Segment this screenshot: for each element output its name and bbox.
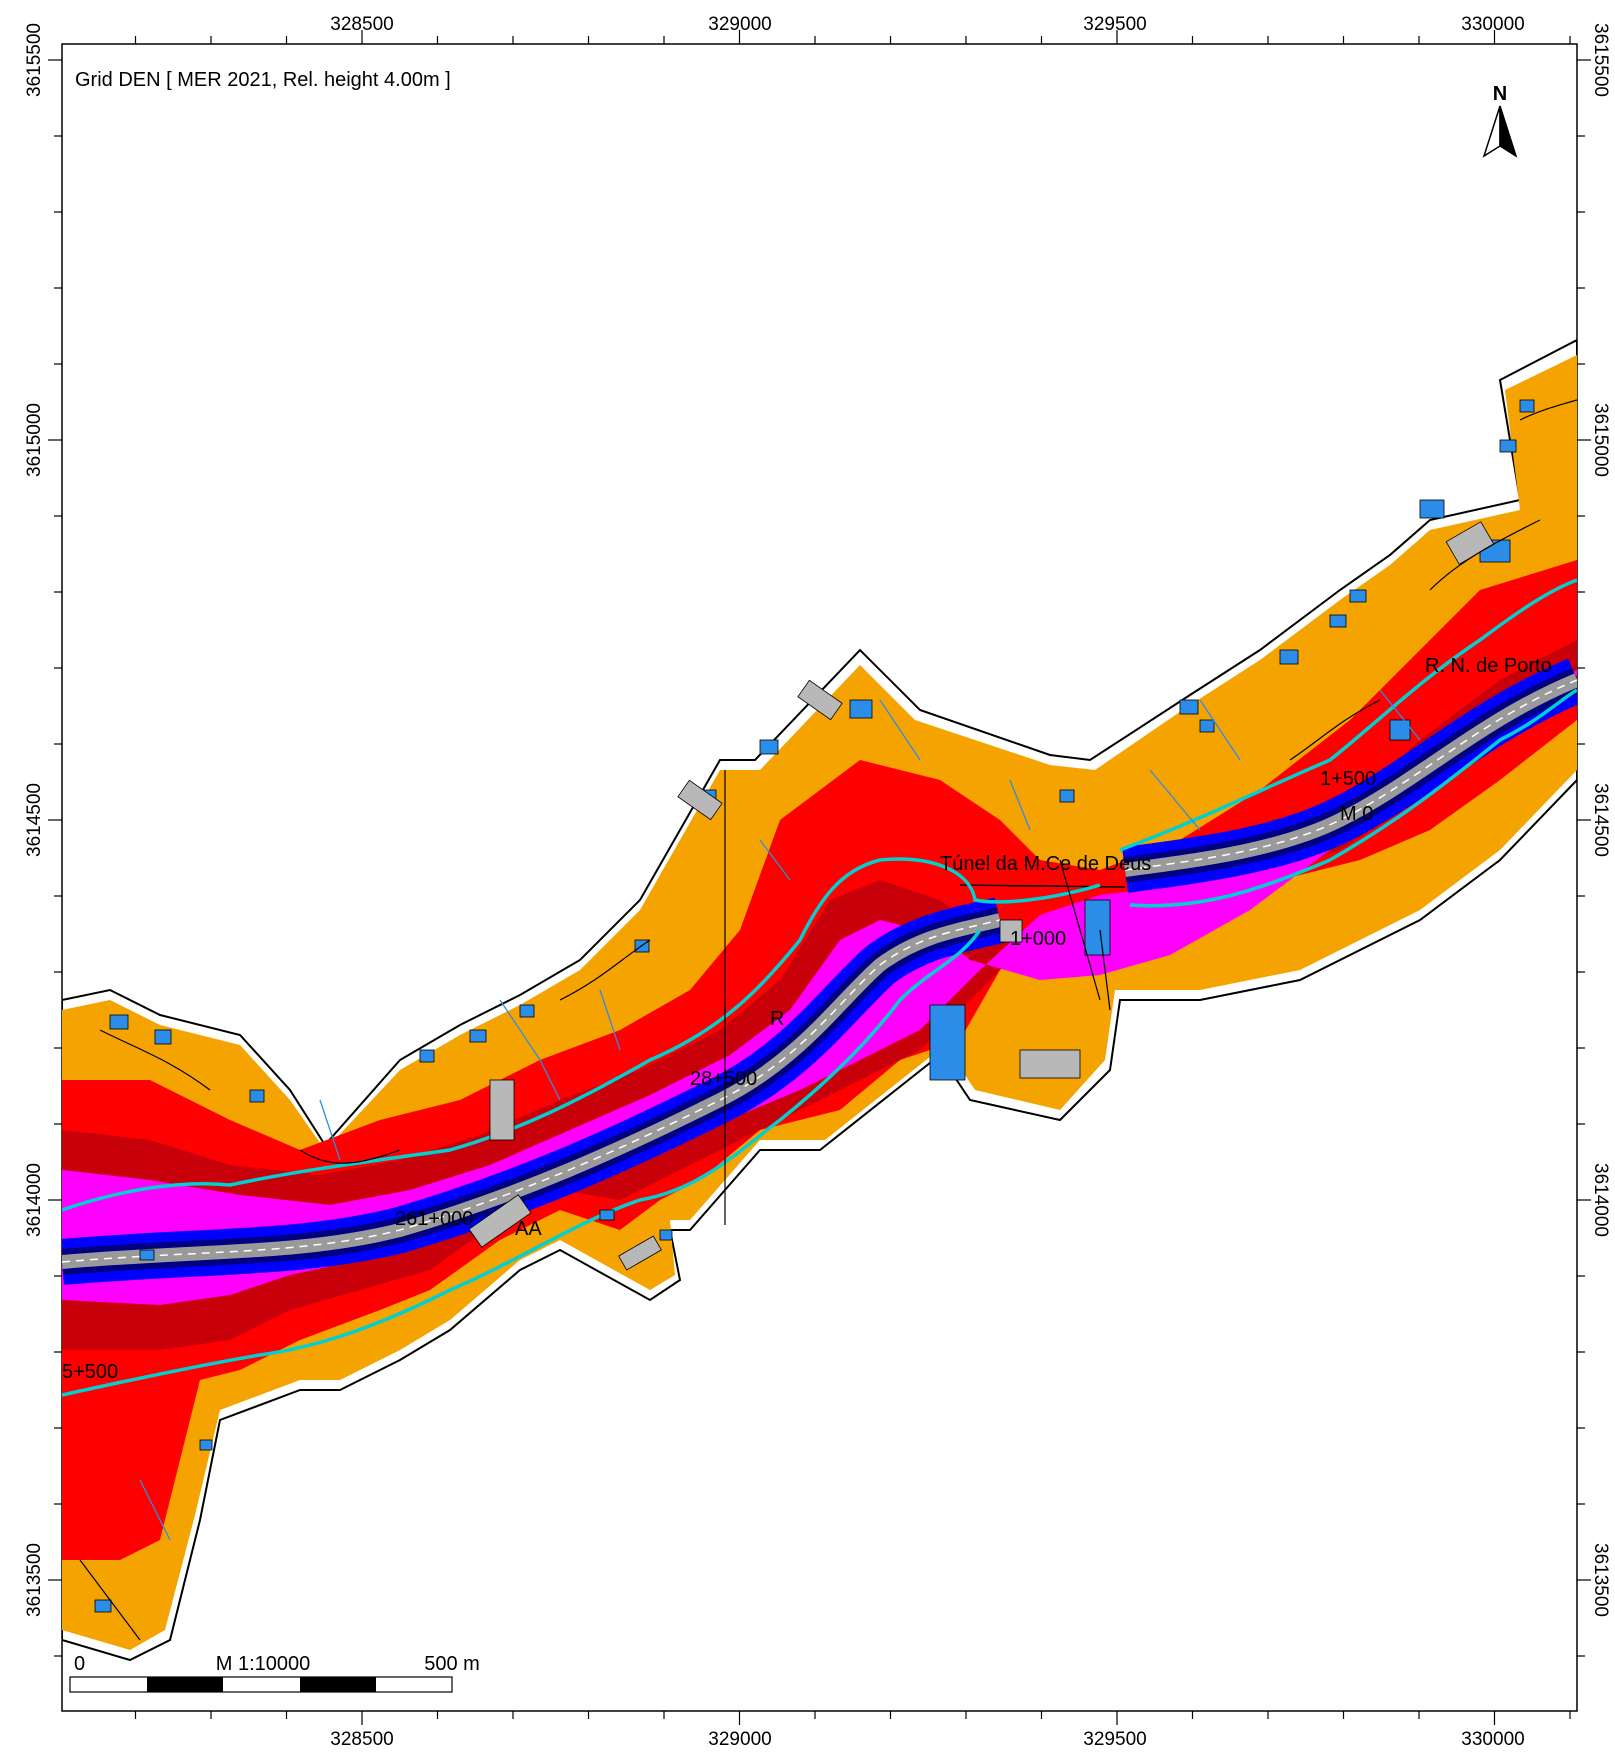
svg-text:N: N — [1493, 83, 1507, 105]
y-tick-left-1: 3615500 — [24, 23, 45, 97]
graticule-ticks — [48, 30, 1591, 1725]
buildings — [94, 399, 1535, 1613]
label-km-5500: 5+500 — [62, 1361, 118, 1383]
label-km-mid: M.0 — [1340, 803, 1373, 825]
x-tick-top-4: 330000 — [1461, 14, 1524, 35]
y-tick-left-2: 3615000 — [24, 403, 45, 477]
map-title: Grid DEN [ MER 2021, Rel. height 4.00m ] — [75, 69, 451, 91]
y-tick-left-5: 3613500 — [24, 1543, 45, 1617]
label-km-aa: AA — [515, 1218, 542, 1240]
scale-bar: 0 M 1:10000 500 m — [69, 1653, 480, 1693]
label-km-1000: 1+000 — [1010, 928, 1066, 950]
y-tick-left-3: 3614500 — [24, 783, 45, 857]
y-tick-right-3: 3614500 — [1590, 783, 1611, 857]
label-tunnel: Túnel da M.Ce de Deus — [940, 853, 1151, 875]
y-tick-right-2: 3615000 — [1590, 403, 1611, 477]
study-area-boundary — [62, 338, 1577, 1662]
y-tick-left-4: 3614000 — [24, 1163, 45, 1237]
y-tick-right-1: 3615500 — [1590, 23, 1611, 97]
water-lines — [139, 689, 1421, 1541]
x-tick-bottom-4: 330000 — [1461, 1729, 1524, 1750]
north-arrow-icon: N — [1482, 83, 1518, 158]
x-tick-top-1: 328500 — [330, 14, 393, 35]
x-tick-top-2: 329000 — [708, 14, 771, 35]
terrain-lines — [79, 399, 1577, 1641]
label-km-r: R — [770, 1008, 784, 1030]
isoline-cyan-north — [62, 578, 1577, 1212]
label-km-28500: 28+500 — [690, 1068, 757, 1090]
y-tick-right-5: 3613500 — [1590, 1543, 1611, 1617]
label-road-north: R. N. de Porto — [1425, 655, 1552, 677]
scale-ratio-label: M 1:10000 — [216, 1653, 311, 1675]
x-tick-bottom-1: 328500 — [330, 1729, 393, 1750]
scale-start-label: 0 — [74, 1653, 85, 1675]
x-tick-top-3: 329500 — [1083, 14, 1146, 35]
road-lane-marks — [62, 679, 1577, 1263]
grey-buildings — [468, 521, 1495, 1271]
x-tick-bottom-3: 329500 — [1083, 1729, 1146, 1750]
label-km-261000: 261+000 — [395, 1208, 473, 1230]
y-tick-right-4: 3614000 — [1590, 1163, 1611, 1237]
x-tick-bottom-2: 329000 — [708, 1729, 771, 1750]
zone-magenta — [62, 670, 1577, 1305]
scale-end-label: 500 m — [424, 1653, 480, 1675]
map-content — [62, 338, 1577, 1662]
label-km-1500: 1+500 — [1320, 768, 1376, 790]
